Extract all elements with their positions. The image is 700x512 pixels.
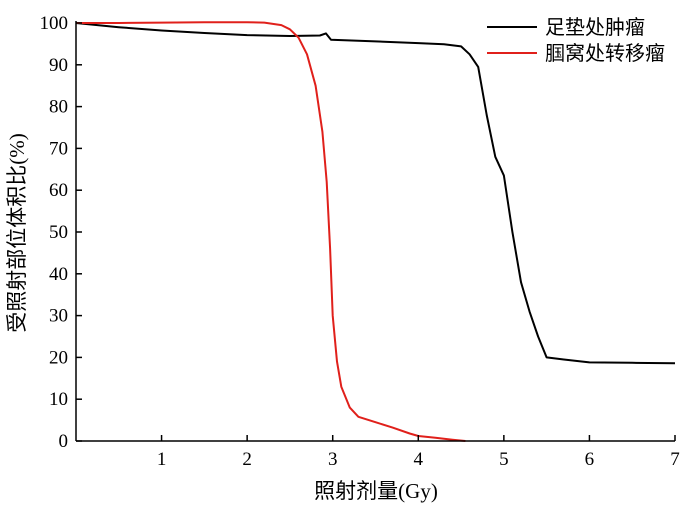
series-line-1 (75, 22, 676, 365)
x-tick-label: 5 (499, 449, 509, 470)
x-tick-label: 2 (242, 449, 252, 470)
y-tick-label: 30 (49, 306, 68, 327)
y-tick-label: 20 (49, 347, 68, 368)
axes-layer (75, 21, 675, 442)
y-tick-label: 70 (49, 138, 68, 159)
y-tick-label: 0 (59, 431, 69, 452)
series-layer (75, 21, 676, 442)
y-axis-title: 受照射部位体积比(%) (5, 133, 29, 332)
series-line-2 (76, 21, 466, 442)
y-tick-label: 90 (49, 55, 68, 76)
y-tick-label: 60 (49, 180, 68, 201)
x-tick-label: 1 (157, 449, 167, 470)
legend-label: 腘窝处转移瘤 (545, 42, 665, 65)
x-tick-label: 4 (414, 449, 424, 470)
y-tick-label: 100 (40, 13, 69, 34)
x-tick-label: 3 (328, 449, 338, 470)
y-tick-label: 10 (49, 389, 68, 410)
y-tick-label: 80 (49, 97, 68, 118)
x-tick-label: 7 (670, 449, 680, 470)
y-tick-label: 50 (49, 222, 68, 243)
y-tick-label: 40 (49, 264, 68, 285)
x-axis-title: 照射剂量(Gy) (314, 479, 438, 503)
x-tick-label: 6 (585, 449, 595, 470)
legend-label: 足垫处肿瘤 (545, 16, 645, 39)
